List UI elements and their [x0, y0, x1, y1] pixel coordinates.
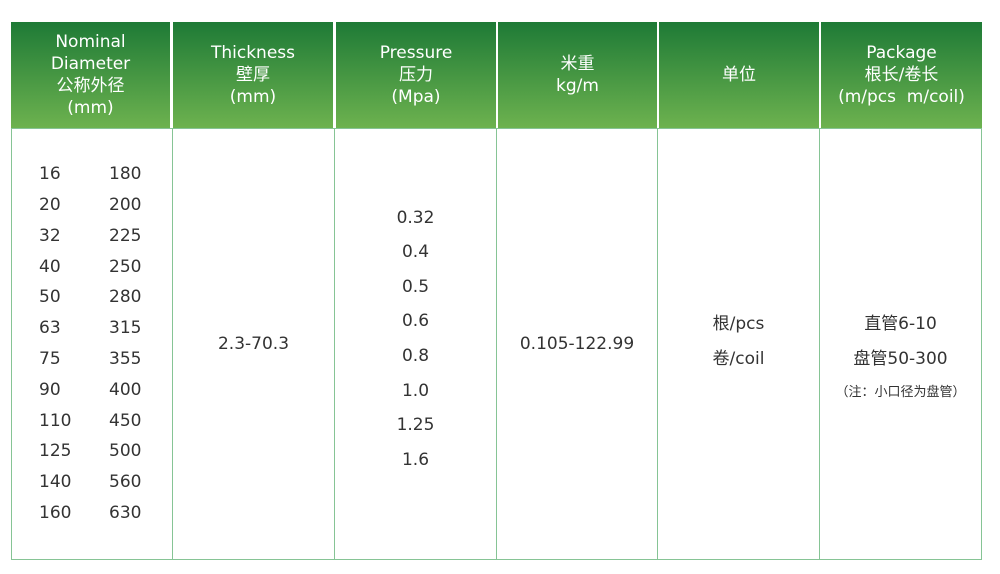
list-item: 125 [39, 441, 72, 462]
list-item: 315 [109, 318, 142, 339]
list-item: 560 [109, 472, 142, 493]
h: (mm) [67, 98, 114, 118]
header-thickness: Thickness 壁厚 (mm) [173, 22, 333, 128]
list-item: 0.4 [401, 242, 430, 263]
pressure-cell: 0.32 0.4 0.5 0.6 0.8 1.0 1.25 1.6 [334, 128, 497, 560]
unit-pcs: 根/pcs [712, 314, 765, 334]
list-item: 140 [39, 472, 72, 493]
header-unit: 单位 [659, 22, 819, 128]
h: 壁厚 [236, 65, 270, 85]
list-item: 75 [39, 349, 61, 369]
list-item: 40 [39, 256, 61, 277]
list-item: 32 [39, 225, 61, 246]
thickness-value: 2.3-70.3 [217, 334, 290, 354]
h: 压力 [399, 65, 433, 85]
list-item: 200 [109, 195, 142, 216]
list-item: 1.6 [401, 449, 430, 470]
list-item: 0.32 [396, 207, 435, 228]
list-item: 50 [39, 287, 61, 308]
list-item: 280 [109, 287, 142, 308]
list-item: 450 [109, 410, 142, 431]
list-item: 180 [109, 164, 142, 185]
list-item: 20 [39, 195, 61, 216]
list-item: 0.6 [401, 311, 430, 332]
diameters-right: 180 200 225 250 280 315 355 400 450 500 560 630 [109, 159, 145, 529]
h: (Mpa) [391, 87, 441, 107]
list-item: 16 [39, 164, 61, 185]
list-item: 1.25 [396, 415, 435, 436]
package-coil: 盘管50-300 [853, 348, 948, 369]
pressure-list: 0.32 0.4 0.5 0.6 0.8 1.0 1.25 1.6 [397, 201, 435, 478]
header-weight: 米重 kg/m [498, 22, 657, 128]
list-item: 160 [39, 502, 72, 523]
thickness-cell: 2.3-70.3 [172, 128, 335, 560]
list-item: 630 [109, 502, 142, 523]
h: Diameter [50, 54, 131, 74]
h: 公称外径 [56, 76, 125, 96]
h: 米重 [560, 54, 595, 74]
list-item: 250 [109, 256, 142, 277]
list-item: 355 [109, 349, 142, 369]
h: Nominal [55, 32, 126, 52]
diameter-cell: 16 20 32 40 50 63 75 90 110 125 140 160 180 200 225 250… [11, 128, 173, 560]
list-item: 110 [39, 410, 72, 431]
header-pressure: Pressure 压力 (Mpa) [336, 22, 496, 128]
weight-cell: 0.105-122.99 [496, 128, 658, 560]
list-item: 1.0 [401, 380, 430, 401]
package-straight: 直管6-10 [864, 314, 937, 334]
h: 根长/卷长 [864, 65, 939, 85]
list-item: 225 [109, 225, 142, 246]
header-package: Package 根长/卷长 (m/pcs m/coil) [821, 22, 982, 128]
unit-cell: 根/pcs 卷/coil [657, 128, 820, 560]
spec-table: Nominal Diameter 公称外径 (mm) Thickness 壁厚 (mm) … [11, 22, 982, 560]
list-item: 90 [39, 379, 61, 400]
list-item: 63 [39, 318, 61, 339]
h: Pressure [379, 43, 453, 63]
unit-coil: 卷/coil [712, 348, 765, 369]
h: (mm) [229, 87, 277, 107]
list-item: 0.5 [401, 276, 430, 297]
list-item: 400 [109, 379, 142, 400]
h: 单位 [722, 65, 756, 85]
package-note: （注：小口径为盘管） [835, 385, 966, 401]
header-nominal-diameter: Nominal Diameter 公称外径 (mm) [11, 22, 170, 128]
h: Thickness [210, 43, 296, 63]
h: Package [866, 43, 937, 63]
weight-value: 0.105-122.99 [519, 334, 635, 354]
list-item: 0.8 [401, 346, 430, 366]
list-item: 500 [109, 441, 142, 462]
h: kg/m [556, 76, 599, 96]
package-cell: 直管6-10 盘管50-300 （注：小口径为盘管） [819, 128, 982, 560]
diameters-left: 16 20 32 40 50 63 75 90 110 125 140 160 [39, 159, 73, 529]
h: (m/pcs m/coil) [838, 87, 965, 107]
